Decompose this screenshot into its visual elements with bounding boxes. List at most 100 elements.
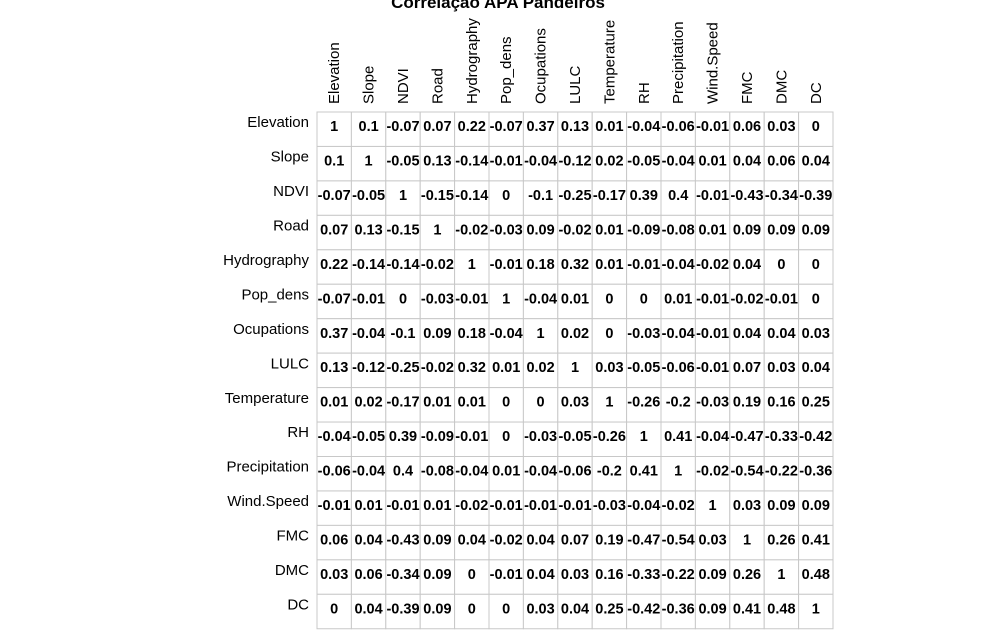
cell-value-fmc-road: 0.09 <box>423 532 451 548</box>
cell-value-ndvi-dc: -0.39 <box>799 188 832 204</box>
cell-value-elevation-fmc: 0.06 <box>733 119 761 135</box>
cell-value-dc-dmc: 0.48 <box>767 601 795 617</box>
cell-dc-road <box>419 593 456 630</box>
cell-value-fmc-hydrography: 0.04 <box>458 532 486 548</box>
cell-value-dc-precipitation: -0.36 <box>662 601 695 617</box>
row-label-road: Road <box>273 218 309 235</box>
cell-value-temperature-wind-speed: -0.03 <box>696 395 729 411</box>
cell-value-ocupations-rh: -0.03 <box>627 326 660 342</box>
cell-value-precipitation-elevation: -0.06 <box>318 464 351 480</box>
cell-wind-speed-fmc <box>729 490 765 526</box>
cell-value-dmc-road: 0.09 <box>423 567 451 583</box>
cell-value-rh-pop-dens: 0 <box>502 429 510 445</box>
cell-value-slope-road: 0.13 <box>423 154 451 170</box>
cell-value-hydrography-hydrography: 1 <box>468 257 476 273</box>
row-label-hydrography: Hydrography <box>223 252 309 269</box>
cell-road-road <box>419 214 456 251</box>
row-label-dmc: DMC <box>275 562 309 579</box>
cell-value-pop-dens-elevation: -0.07 <box>318 291 351 307</box>
cell-pop-dens-temperature <box>591 283 628 320</box>
cell-elevation-slope <box>350 111 387 147</box>
cell-road-slope <box>350 214 387 251</box>
cell-value-ocupations-fmc: 0.04 <box>733 326 761 342</box>
cell-value-fmc-elevation: 0.06 <box>320 532 348 548</box>
cell-dmc-dc <box>798 559 834 595</box>
cell-value-precipitation-pop-dens: 0.01 <box>492 464 520 480</box>
cell-value-rh-elevation: -0.04 <box>318 429 351 445</box>
cell-value-fmc-dc: 0.41 <box>802 532 830 548</box>
cell-value-ndvi-pop-dens: 0 <box>502 188 510 204</box>
cell-lulc-dc <box>798 352 834 389</box>
cell-fmc-precipitation <box>660 524 696 561</box>
cell-value-precipitation-lulc: -0.06 <box>558 464 591 480</box>
cell-value-fmc-ocupations: 0.04 <box>526 532 554 548</box>
cell-value-precipitation-fmc: -0.54 <box>730 464 763 480</box>
cell-value-ndvi-dmc: -0.34 <box>765 188 798 204</box>
row-label-ocupations: Ocupations <box>233 321 309 338</box>
cell-road-dmc <box>763 214 800 251</box>
cell-dmc-ocupations <box>522 559 559 595</box>
cell-temperature-dc <box>798 387 834 423</box>
column-label-ocupations: Ocupations <box>533 28 550 104</box>
cell-value-hydrography-road: -0.02 <box>421 257 454 273</box>
cell-dc-dc <box>798 593 834 630</box>
column-labels: Elevation Slope NDVI Road Hydrography Pop_den… <box>326 18 825 104</box>
column-label-hydrography: Hydrography <box>464 18 481 104</box>
cell-value-hydrography-fmc: 0.04 <box>733 257 761 273</box>
cell-road-rh <box>626 214 662 251</box>
cell-hydrography-dc <box>798 249 834 285</box>
cell-hydrography-elevation <box>316 249 352 285</box>
cell-value-hydrography-ocupations: 0.18 <box>526 257 554 273</box>
cell-slope-elevation <box>316 145 352 182</box>
cell-lulc-ocupations <box>522 352 559 389</box>
cell-value-dc-ocupations: 0.03 <box>526 601 554 617</box>
cell-dmc-precipitation <box>660 559 696 595</box>
cell-wind-speed-ndvi <box>385 490 421 526</box>
cell-value-dmc-slope: 0.06 <box>354 567 382 583</box>
column-label-rh: RH <box>636 82 653 104</box>
cell-value-pop-dens-ocupations: -0.04 <box>524 291 557 307</box>
cell-value-ocupations-lulc: 0.02 <box>561 326 589 342</box>
cell-value-rh-road: -0.09 <box>421 429 454 445</box>
cell-value-ocupations-dc: 0.03 <box>802 326 830 342</box>
cell-temperature-temperature <box>591 387 628 423</box>
row-label-pop-dens: Pop_dens <box>241 286 309 303</box>
cell-value-ndvi-rh: 0.39 <box>630 188 658 204</box>
cell-value-elevation-dmc: 0.03 <box>767 119 795 135</box>
cell-hydrography-fmc <box>729 249 765 285</box>
cell-value-dc-road: 0.09 <box>423 601 451 617</box>
cell-value-wind-speed-dc: 0.09 <box>802 498 830 514</box>
cell-precipitation-wind-speed <box>694 456 731 492</box>
cell-value-lulc-pop-dens: 0.01 <box>492 360 520 376</box>
cell-value-ocupations-slope: -0.04 <box>352 326 385 342</box>
cell-dmc-road <box>419 559 456 595</box>
cell-rh-wind-speed <box>694 421 731 457</box>
cell-value-elevation-temperature: 0.01 <box>595 119 623 135</box>
cell-value-ocupations-ocupations: 1 <box>537 326 545 342</box>
row-label-precipitation: Precipitation <box>226 459 309 476</box>
cell-value-hydrography-ndvi: -0.14 <box>386 257 419 273</box>
cell-dc-elevation <box>316 593 352 630</box>
cell-value-rh-dc: -0.42 <box>799 429 832 445</box>
cell-ocupations-ocupations <box>522 318 559 354</box>
row-label-slope: Slope <box>271 149 309 166</box>
cell-precipitation-dc <box>798 456 834 492</box>
cell-value-ndvi-wind-speed: -0.01 <box>696 188 729 204</box>
cell-value-slope-ocupations: -0.04 <box>524 154 557 170</box>
column-label-ndvi: NDVI <box>395 68 412 104</box>
cell-dmc-fmc <box>729 559 765 595</box>
cell-elevation-elevation <box>316 111 352 147</box>
cell-lulc-dmc <box>763 352 800 389</box>
cell-value-lulc-temperature: 0.03 <box>595 360 623 376</box>
cell-value-fmc-fmc: 1 <box>743 532 751 548</box>
cell-value-pop-dens-ndvi: 0 <box>399 291 407 307</box>
cell-value-elevation-ocupations: 0.37 <box>526 119 554 135</box>
cell-value-temperature-slope: 0.02 <box>354 395 382 411</box>
cell-fmc-elevation <box>316 524 352 561</box>
cell-pop-dens-dmc <box>763 283 800 320</box>
cell-value-lulc-rh: -0.05 <box>627 360 660 376</box>
cell-value-wind-speed-fmc: 0.03 <box>733 498 761 514</box>
cell-wind-speed-dc <box>798 490 834 526</box>
cell-slope-lulc <box>557 145 593 182</box>
cell-road-lulc <box>557 214 593 251</box>
